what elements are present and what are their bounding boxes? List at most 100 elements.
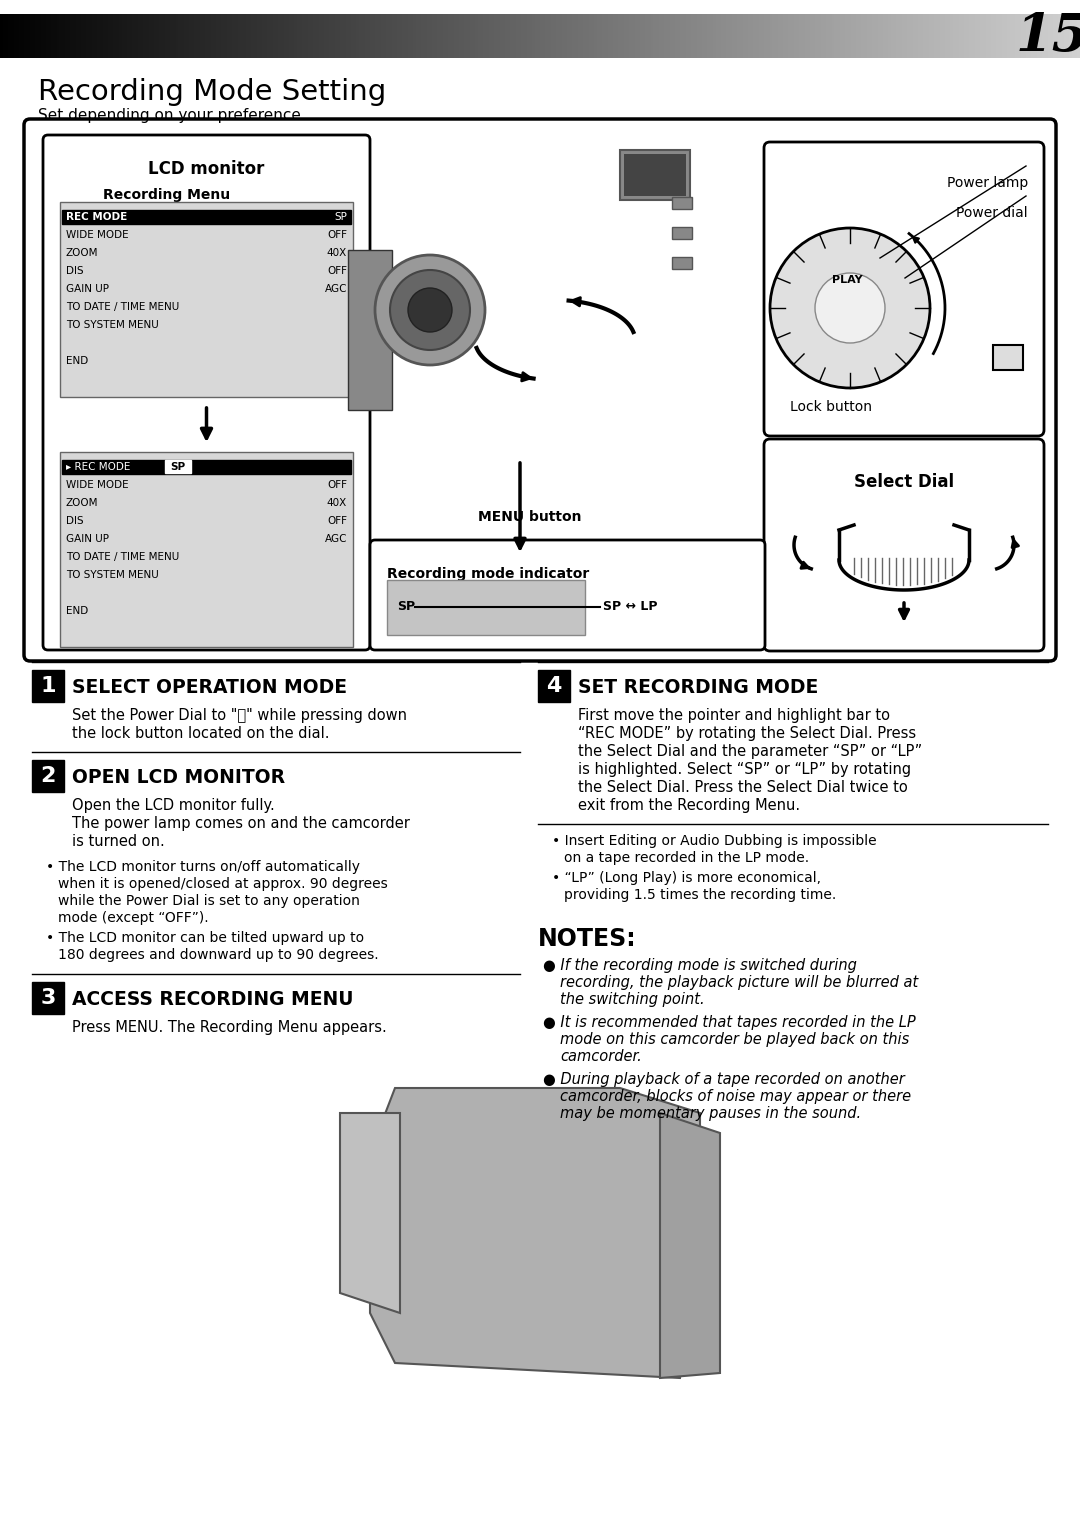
Bar xyxy=(1061,14,1065,58)
Text: SP: SP xyxy=(171,461,186,472)
Bar xyxy=(1053,14,1056,58)
Bar xyxy=(67,14,71,58)
Bar xyxy=(308,14,311,58)
Bar xyxy=(1034,14,1038,58)
Text: Press MENU. The Recording Menu appears.: Press MENU. The Recording Menu appears. xyxy=(72,1019,387,1035)
Bar xyxy=(475,14,478,58)
Bar xyxy=(324,14,327,58)
Bar xyxy=(794,14,797,58)
Bar xyxy=(197,14,201,58)
Bar xyxy=(9,14,12,58)
Bar xyxy=(538,670,570,702)
Bar xyxy=(970,14,973,58)
Bar xyxy=(937,14,941,58)
Bar xyxy=(605,14,608,58)
Bar xyxy=(343,14,347,58)
Bar xyxy=(840,14,843,58)
Bar xyxy=(815,14,819,58)
Bar xyxy=(667,14,671,58)
Bar xyxy=(702,14,705,58)
Text: camcorder.: camcorder. xyxy=(561,1049,642,1064)
Bar xyxy=(756,14,759,58)
Circle shape xyxy=(390,270,470,350)
Bar xyxy=(726,14,730,58)
Bar xyxy=(457,14,460,58)
Bar xyxy=(275,14,279,58)
Text: END: END xyxy=(66,356,89,366)
Bar xyxy=(25,14,28,58)
Bar xyxy=(967,14,970,58)
Bar xyxy=(462,14,465,58)
Text: ● During playback of a tape recorded on another: ● During playback of a tape recorded on … xyxy=(543,1072,905,1087)
Bar xyxy=(559,14,563,58)
Bar xyxy=(0,14,3,58)
Bar xyxy=(959,14,962,58)
Bar xyxy=(759,14,762,58)
Text: ZOOM: ZOOM xyxy=(66,498,98,507)
Bar xyxy=(227,14,230,58)
Bar xyxy=(254,14,257,58)
Bar xyxy=(686,14,689,58)
Bar xyxy=(189,14,192,58)
Bar xyxy=(986,14,989,58)
Bar xyxy=(1010,14,1013,58)
Bar xyxy=(670,14,673,58)
Bar xyxy=(356,14,360,58)
Bar xyxy=(1075,14,1078,58)
Text: the lock button located on the dial.: the lock button located on the dial. xyxy=(72,727,329,740)
Text: REC MODE: REC MODE xyxy=(66,212,127,222)
Bar xyxy=(86,14,90,58)
Bar xyxy=(387,579,585,635)
Bar xyxy=(624,14,627,58)
Bar xyxy=(916,14,919,58)
Bar xyxy=(975,14,978,58)
Circle shape xyxy=(815,273,885,343)
Text: 2: 2 xyxy=(40,766,56,786)
Bar xyxy=(84,14,87,58)
Bar xyxy=(97,14,100,58)
Text: TO SYSTEM MENU: TO SYSTEM MENU xyxy=(66,320,159,330)
Bar xyxy=(124,14,127,58)
Bar xyxy=(32,670,64,702)
Bar xyxy=(63,14,66,58)
Polygon shape xyxy=(340,1113,400,1312)
Bar xyxy=(810,14,813,58)
Bar xyxy=(265,14,268,58)
Text: ACCESS RECORDING MENU: ACCESS RECORDING MENU xyxy=(72,990,353,1009)
Bar xyxy=(805,14,808,58)
Bar xyxy=(734,14,738,58)
Bar xyxy=(807,14,811,58)
Bar xyxy=(30,14,33,58)
Bar xyxy=(972,14,975,58)
Bar xyxy=(775,14,779,58)
Bar xyxy=(241,14,244,58)
Bar xyxy=(853,14,856,58)
Bar xyxy=(700,14,703,58)
Bar xyxy=(581,14,584,58)
Bar xyxy=(562,14,565,58)
Bar xyxy=(867,14,870,58)
Bar xyxy=(432,14,435,58)
Text: 180 degrees and downward up to 90 degrees.: 180 degrees and downward up to 90 degree… xyxy=(58,947,379,963)
Text: Power dial: Power dial xyxy=(957,205,1028,221)
Bar xyxy=(643,14,646,58)
Bar xyxy=(572,14,576,58)
Bar xyxy=(1045,14,1049,58)
Text: SET RECORDING MODE: SET RECORDING MODE xyxy=(578,678,819,698)
Bar xyxy=(322,14,325,58)
Bar xyxy=(942,14,946,58)
Bar xyxy=(1064,14,1067,58)
Bar xyxy=(751,14,754,58)
Text: while the Power Dial is set to any operation: while the Power Dial is set to any opera… xyxy=(58,894,360,908)
Bar xyxy=(672,198,692,208)
Bar xyxy=(192,14,195,58)
Bar xyxy=(70,14,73,58)
Bar xyxy=(434,14,438,58)
Bar xyxy=(448,14,451,58)
Bar xyxy=(140,14,144,58)
Bar xyxy=(32,14,36,58)
Bar xyxy=(513,14,516,58)
Bar xyxy=(111,14,114,58)
Bar xyxy=(829,14,833,58)
Bar xyxy=(747,14,752,58)
